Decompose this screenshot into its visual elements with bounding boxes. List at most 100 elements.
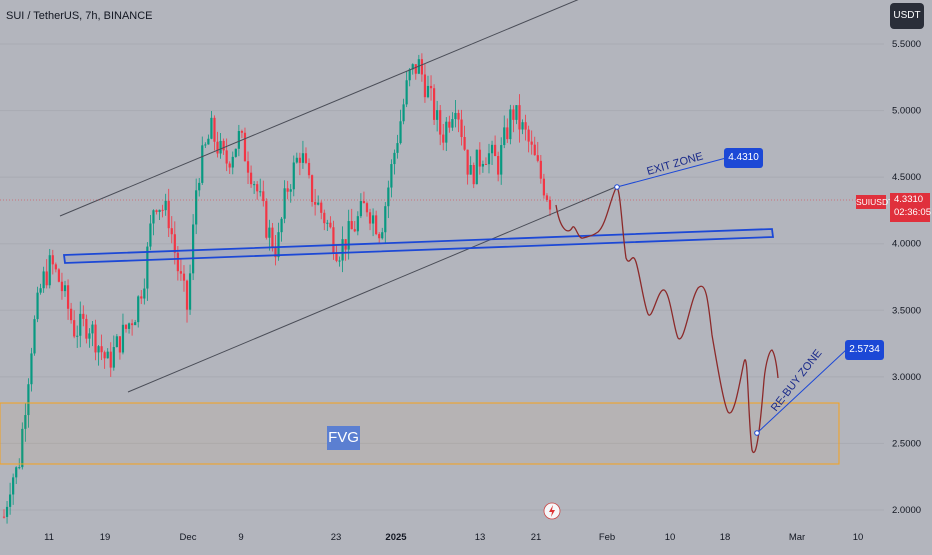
- lightning-icon: [549, 505, 555, 517]
- candle-body: [213, 117, 216, 142]
- candle-body: [63, 285, 67, 292]
- candle-body: [66, 285, 70, 309]
- candle-body: [131, 323, 134, 326]
- candle-body: [487, 153, 491, 165]
- fvg-label[interactable]: FVG: [327, 426, 360, 450]
- candle-body: [478, 149, 481, 167]
- candle-body: [42, 271, 45, 289]
- candle-body: [378, 234, 381, 239]
- candle-body: [243, 132, 247, 162]
- symbol-title[interactable]: SUI / TetherUS, 7h, BINANCE: [6, 10, 153, 22]
- candle-body: [356, 216, 359, 232]
- candle-body: [515, 105, 518, 120]
- rebuy-pointer-line: [756, 349, 847, 434]
- candle-body: [368, 212, 372, 224]
- price-axis[interactable]: 2.0000 2.5000 3.0000 3.5000 4.0000 4.5000 5.00…: [884, 0, 932, 550]
- candle-body: [338, 260, 341, 262]
- candle-body: [326, 222, 329, 224]
- candle-body: [170, 228, 173, 235]
- candle-body: [335, 253, 338, 261]
- candle-body: [436, 110, 439, 120]
- candle-body: [497, 156, 500, 175]
- candle-body: [341, 239, 344, 261]
- y-axis-labels: 2.0000 2.5000 3.0000 3.5000 4.0000 4.5000 5.00…: [892, 39, 921, 516]
- x-tick-label: 23: [331, 532, 342, 543]
- candle-body: [155, 210, 158, 213]
- candle-body: [179, 271, 183, 274]
- y-tick-label: 3.5000: [892, 305, 921, 316]
- candle-body: [265, 201, 268, 238]
- candle-body: [475, 149, 478, 185]
- candle-body: [51, 255, 54, 265]
- candle-body: [402, 104, 405, 122]
- exit-pointer-line: [616, 157, 727, 188]
- candle-body: [280, 218, 283, 233]
- candle-body: [70, 308, 73, 321]
- candle-body: [512, 109, 515, 120]
- candle-body: [521, 122, 524, 130]
- candle-body: [365, 203, 369, 213]
- candle-body: [88, 333, 91, 339]
- candle-body: [219, 140, 222, 154]
- candle-body: [493, 144, 497, 157]
- candle-body: [509, 109, 512, 140]
- currency-badge[interactable]: USDT: [890, 3, 924, 29]
- current-price-badge: 4.3310 02:36:05: [890, 193, 931, 222]
- exit-price-callout[interactable]: 4.4310: [724, 148, 763, 168]
- exit-zone-label: EXIT ZONE: [646, 150, 705, 177]
- candle-body: [286, 188, 289, 192]
- candle-body: [414, 64, 417, 74]
- candle-body: [420, 59, 423, 75]
- fvg-box: [0, 402, 840, 465]
- candle-body: [137, 296, 140, 323]
- candle-body: [225, 150, 228, 164]
- candle-body: [176, 252, 179, 272]
- candle-body: [246, 161, 250, 173]
- candles: [2, 53, 552, 524]
- candle-body: [460, 119, 463, 138]
- support-zone-rect: [62, 228, 775, 264]
- candle-body: [484, 163, 488, 165]
- candle-body: [54, 264, 57, 270]
- candle-body: [301, 153, 305, 163]
- candle-body: [167, 200, 170, 229]
- y-tick-label: 4.5000: [892, 172, 921, 183]
- candle-body: [426, 85, 430, 98]
- candle-body: [207, 138, 210, 145]
- candle-body: [210, 117, 213, 139]
- candle-body: [259, 191, 262, 193]
- rebuy-price-callout[interactable]: 2.5734: [845, 340, 884, 360]
- candle-body: [268, 227, 271, 238]
- candle-body: [76, 335, 79, 337]
- bar-countdown: 02:36:05: [894, 207, 931, 218]
- candle-body: [256, 184, 259, 192]
- candle-body: [149, 223, 152, 247]
- candle-body: [271, 227, 274, 248]
- candle-body: [82, 313, 85, 319]
- candle-body: [466, 149, 469, 175]
- candle-body: [115, 336, 118, 348]
- candle-body: [237, 131, 240, 149]
- candle-body: [314, 201, 317, 205]
- y-tick-label: 5.0000: [892, 106, 921, 117]
- candle-body: [481, 163, 484, 167]
- candle-body: [451, 119, 454, 128]
- candle-body: [48, 255, 51, 286]
- candle-body: [454, 112, 457, 120]
- candle-body: [536, 155, 539, 161]
- candle-body: [469, 165, 472, 175]
- x-tick-label: 9: [238, 532, 243, 543]
- x-tick-label: 10: [853, 532, 864, 543]
- candle-body: [518, 105, 521, 130]
- candle-body: [533, 144, 536, 156]
- candle-body: [134, 322, 137, 326]
- candle-body: [73, 320, 76, 337]
- candle-body: [30, 353, 33, 385]
- candle-body: [524, 122, 527, 130]
- candle-body: [442, 134, 445, 143]
- candle-body: [240, 131, 244, 133]
- candle-body: [222, 140, 225, 151]
